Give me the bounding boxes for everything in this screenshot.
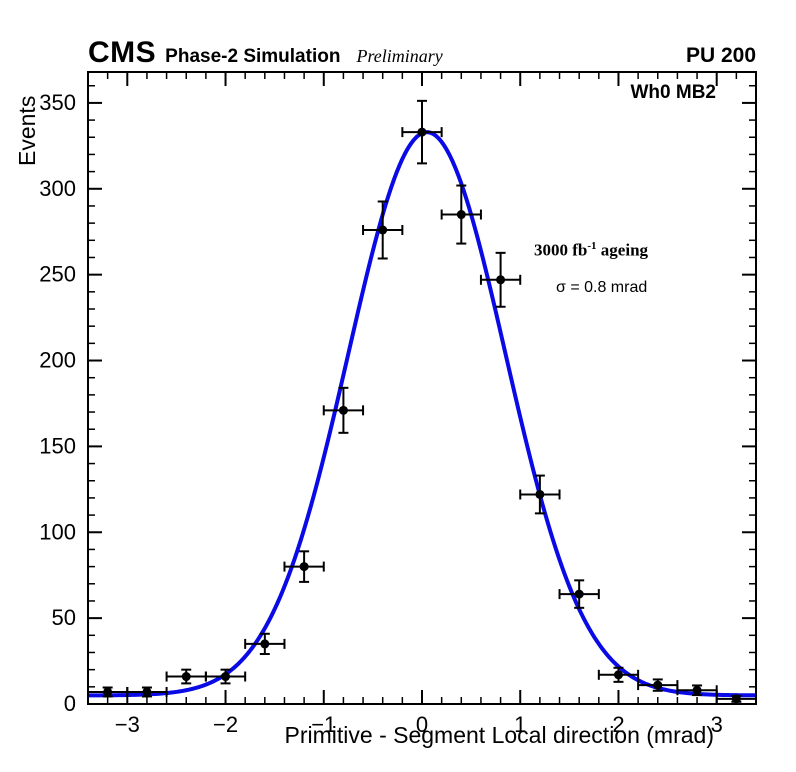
x-tick-label: −3 xyxy=(115,712,140,737)
simulation-label: Phase-2 Simulation xyxy=(165,46,341,67)
x-tick-label: −2 xyxy=(213,712,238,737)
experiment-label: CMS xyxy=(88,36,157,69)
lumi-exponent: -1 xyxy=(587,240,597,252)
y-axis-title: Events xyxy=(14,95,40,166)
y-tick-label: 50 xyxy=(52,605,76,630)
data-point xyxy=(244,632,286,656)
x-tick-label: 0 xyxy=(416,712,428,737)
data-point xyxy=(126,686,168,698)
lumi-suffix: ageing xyxy=(596,240,649,260)
pileup-label: PU 200 xyxy=(685,44,756,67)
plot-frame xyxy=(87,71,757,705)
lumi-prefix: 3000 fb xyxy=(534,240,588,260)
preliminary-label: Preliminary xyxy=(356,46,443,66)
data-point xyxy=(401,99,443,165)
y-tick-label: 200 xyxy=(39,348,76,373)
x-tick-label: 1 xyxy=(514,712,526,737)
sigma-value-label: σ = 0.8 mrad xyxy=(556,279,648,296)
data-point xyxy=(519,474,561,515)
data-point xyxy=(322,386,365,434)
data-point xyxy=(204,668,247,685)
data-point xyxy=(676,684,718,697)
y-tick-label: 150 xyxy=(39,433,76,458)
y-tick-label: 100 xyxy=(39,519,76,544)
data-point xyxy=(165,668,207,685)
data-point xyxy=(440,184,482,245)
y-tick-label: 0 xyxy=(64,691,76,716)
plot-header: CMS Phase-2 Simulation Preliminary xyxy=(88,36,443,70)
data-point xyxy=(479,251,522,308)
y-tick-label: 350 xyxy=(39,90,76,115)
luminosity-ageing-label: 3000 fb-1 ageing xyxy=(534,240,648,261)
x-tick-label: 2 xyxy=(612,712,624,737)
data-point xyxy=(715,693,757,704)
data-point xyxy=(362,200,404,260)
y-tick-label: 250 xyxy=(39,262,76,287)
x-tick-label: −1 xyxy=(311,712,336,737)
data-point xyxy=(558,579,600,609)
data-point xyxy=(283,550,325,583)
gaussian-fit-curve xyxy=(87,130,757,698)
wheel-station-label: Wh0 MB2 xyxy=(630,82,717,103)
y-tick-label: 300 xyxy=(39,176,76,201)
x-axis-title: Primitive - Segment Local direction (mra… xyxy=(284,722,714,748)
data-point xyxy=(597,666,640,683)
data-point xyxy=(87,686,129,698)
x-tick-label: 3 xyxy=(711,712,723,737)
